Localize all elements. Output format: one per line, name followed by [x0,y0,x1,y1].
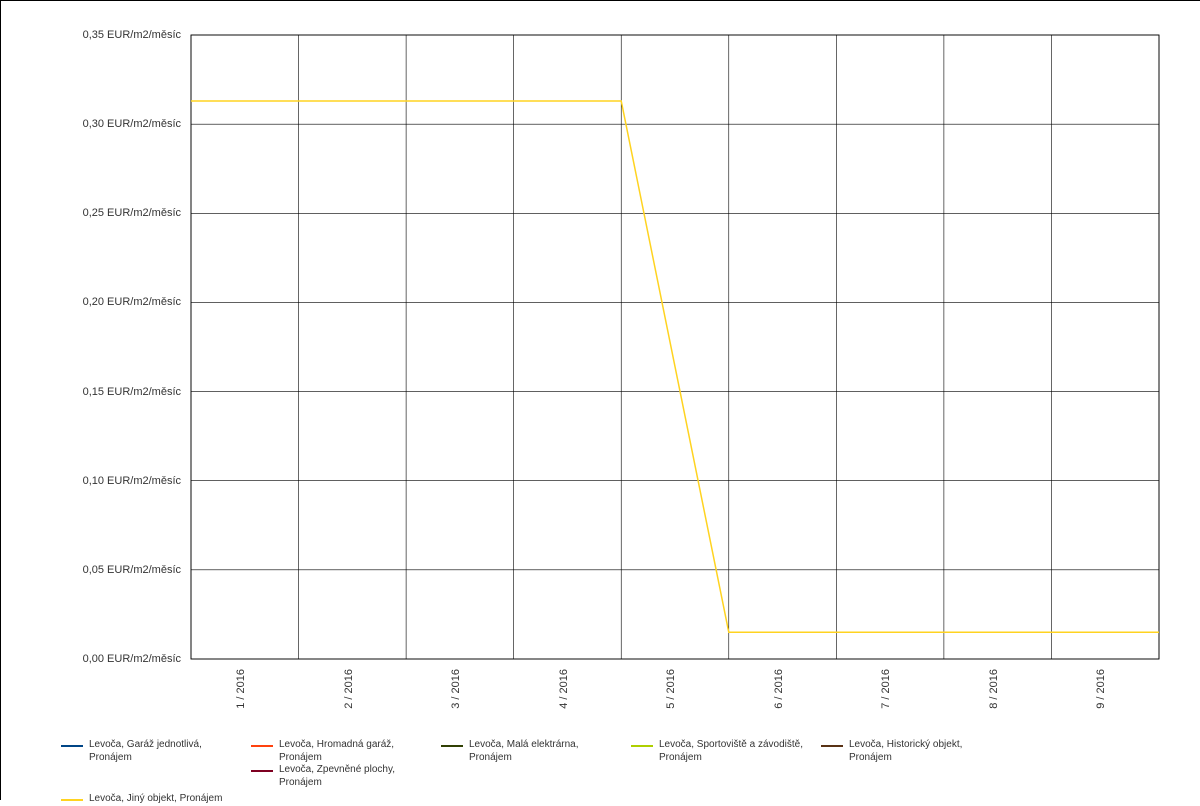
legend-swatch [61,744,83,748]
x-tick-label: 1 / 2016 [235,669,247,709]
y-tick-label: 0,10 EUR/m2/měsíc [83,475,181,487]
y-tick-label: 0,25 EUR/m2/měsíc [83,207,181,219]
legend-label: Levoča, Hromadná garáž, Pronájem [279,739,431,764]
legend-label: Levoča, Garáž jednotlivá, Pronájem [89,739,241,764]
legend-item: Levoča, Zpevněné plochy, Pronájem [251,764,431,789]
y-tick-label: 0,15 EUR/m2/měsíc [83,386,181,398]
legend-label: Levoča, Malá elektrárna, Pronájem [469,739,621,764]
legend-label: Levoča, Jiný objekt, Pronájem [89,793,241,806]
legend-item: Levoča, Historický objekt, Pronájem [821,739,1001,764]
legend-swatch [821,744,843,748]
legend-label: Levoča, Zpevněné plochy, Pronájem [279,764,431,789]
y-tick-label: 0,35 EUR/m2/měsíc [83,29,181,41]
legend-column: Levoča, Garáž jednotlivá, Pronájem [61,739,241,789]
y-tick-label: 0,00 EUR/m2/měsíc [83,653,181,665]
legend-column: Levoča, Hromadná garáž, PronájemLevoča, … [251,739,431,789]
legend-swatch [631,744,653,748]
legend-column: Levoča, Sportoviště a závodiště, Pronáje… [631,739,811,789]
legend-item: Levoča, Hromadná garáž, Pronájem [251,739,431,764]
legend-label: Levoča, Historický objekt, Pronájem [849,739,1001,764]
legend-swatch [251,769,273,773]
legend: Levoča, Garáž jednotlivá, Pronájem Levoča… [61,739,1159,806]
legend-column: Levoča, Jiný objekt, Pronájem [61,793,241,806]
x-tick-label: 7 / 2016 [880,669,892,709]
legend-item: Levoča, Sportoviště a závodiště, Pronáje… [631,739,811,764]
x-tick-label: 2 / 2016 [342,669,354,709]
legend-swatch [251,744,273,748]
legend-swatch [441,744,463,748]
x-tick-label: 4 / 2016 [557,669,569,709]
x-tick-label: 3 / 2016 [450,669,462,709]
legend-item: Levoča, Malá elektrárna, Pronájem [441,739,621,764]
legend-column: Levoča, Malá elektrárna, Pronájem [441,739,621,789]
y-tick-label: 0,30 EUR/m2/měsíc [83,118,181,130]
y-tick-label: 0,20 EUR/m2/měsíc [83,296,181,308]
legend-item: Levoča, Garáž jednotlivá, Pronájem [61,739,241,764]
legend-label: Levoča, Sportoviště a závodiště, Pronáje… [659,739,811,764]
plot-area: 0,00 EUR/m2/měsíc 0,05 EUR/m2/měsíc 0,10 E… [1,1,1199,799]
legend-swatch [61,798,83,802]
y-tick-label: 0,05 EUR/m2/měsíc [83,564,181,576]
legend-item: Levoča, Jiný objekt, Pronájem [61,793,241,806]
x-tick-label: 5 / 2016 [665,669,677,709]
x-tick-label: 6 / 2016 [773,669,785,709]
legend-column: Levoča, Historický objekt, Pronájem [821,739,1001,789]
chart-frame: 0,00 EUR/m2/měsíc 0,05 EUR/m2/měsíc 0,10 E… [0,0,1200,800]
x-tick-label: 8 / 2016 [988,669,1000,709]
x-tick-label: 9 / 2016 [1095,669,1107,709]
